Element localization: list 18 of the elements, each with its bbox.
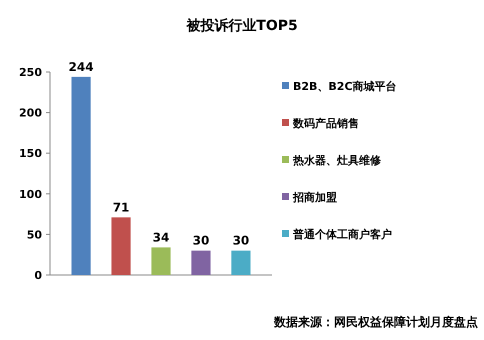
legend-label: 数码产品销售 bbox=[292, 117, 359, 130]
y-tick-label: 50 bbox=[26, 228, 42, 242]
y-tick-label: 250 bbox=[19, 66, 42, 79]
data-label: 30 bbox=[232, 234, 250, 248]
chart-title: 被投诉行业TOP5 bbox=[185, 17, 298, 34]
data-label: 34 bbox=[152, 230, 170, 244]
y-tick-label: 150 bbox=[19, 147, 42, 160]
legend-label: B2B、B2C商城平台 bbox=[293, 80, 397, 93]
y-tick-label: 0 bbox=[34, 269, 42, 282]
legend-label: 热水器、灶具维修 bbox=[292, 154, 382, 167]
data-label: 30 bbox=[192, 234, 210, 248]
y-tick-label: 100 bbox=[19, 188, 42, 201]
y-tick-label: 200 bbox=[19, 106, 42, 120]
legend-label: 招商加盟 bbox=[292, 191, 337, 204]
data-label: 71 bbox=[112, 200, 130, 214]
data-label: 244 bbox=[68, 60, 94, 74]
source-note: 数据来源：网民权益保障计划月度盘点 bbox=[273, 315, 478, 329]
legend-label: 普通个体工商户客户 bbox=[292, 228, 392, 241]
